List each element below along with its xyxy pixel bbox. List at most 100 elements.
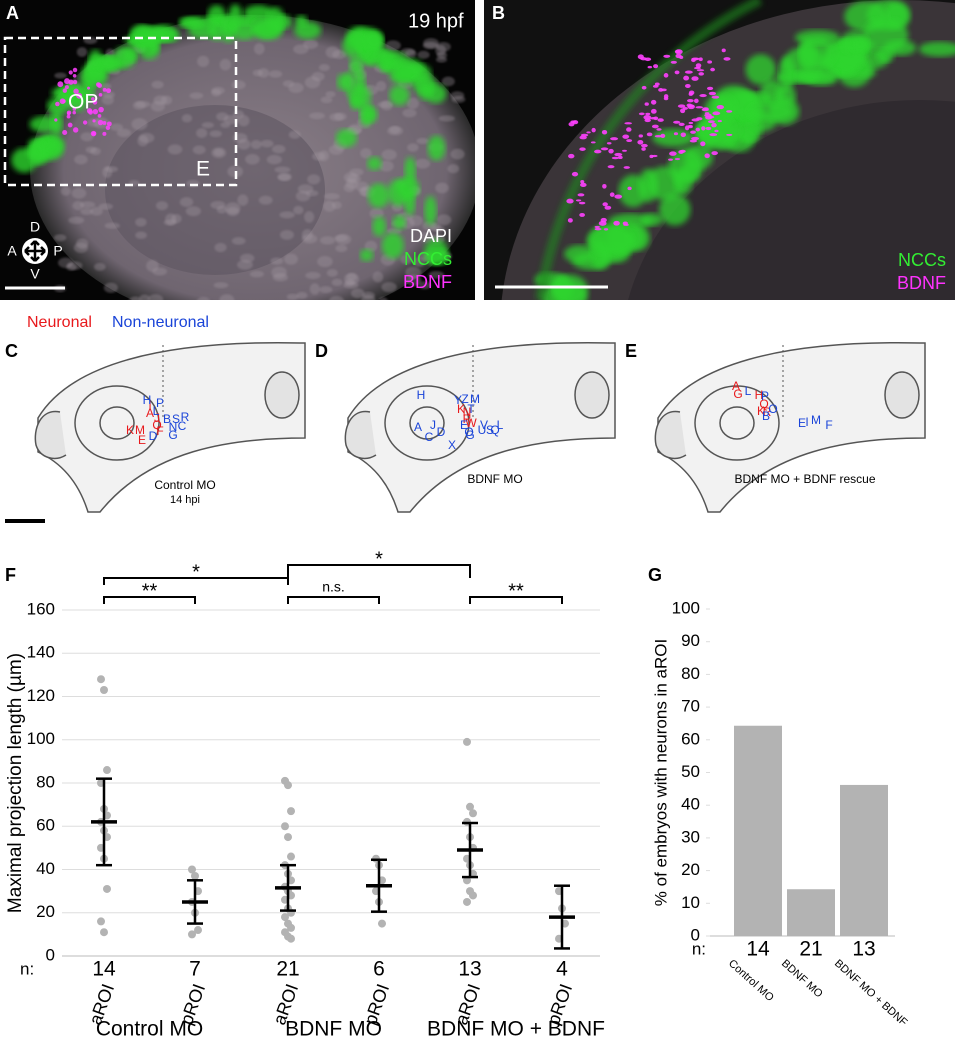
nucleus bbox=[237, 194, 249, 206]
data-point bbox=[284, 833, 292, 842]
channel-label: BDNF bbox=[403, 272, 452, 292]
nucleus bbox=[435, 56, 448, 63]
bdnf-signal bbox=[96, 82, 101, 87]
cell-label: M bbox=[811, 413, 821, 427]
bdnf-signal bbox=[698, 72, 705, 76]
ncc-signal bbox=[389, 85, 410, 106]
panel-label: B bbox=[492, 3, 505, 23]
cell-label: V bbox=[480, 418, 488, 432]
cell-label: J bbox=[154, 411, 160, 425]
y-tick-label: 60 bbox=[681, 729, 700, 748]
bdnf-signal bbox=[72, 110, 76, 115]
zoom-box bbox=[3, 36, 238, 187]
cell-label: K bbox=[757, 404, 765, 418]
channel-label: BDNF bbox=[897, 273, 946, 293]
nucleus bbox=[364, 240, 378, 252]
n-value: 14 bbox=[92, 958, 116, 981]
ncc-signal bbox=[122, 48, 139, 63]
cell-label: S bbox=[172, 412, 180, 426]
significance-bracket bbox=[469, 596, 563, 604]
nucleus bbox=[271, 144, 286, 154]
cell-label: F bbox=[825, 418, 832, 432]
cell-label: L bbox=[497, 418, 504, 432]
nucleus bbox=[128, 296, 142, 300]
bdnf-signal bbox=[704, 153, 710, 159]
nucleus bbox=[286, 293, 299, 300]
nucleus bbox=[344, 272, 360, 285]
nucleus bbox=[151, 80, 164, 89]
nucleus bbox=[335, 244, 348, 253]
bar bbox=[840, 784, 888, 936]
nucleus bbox=[76, 238, 89, 249]
nucleus bbox=[167, 144, 183, 155]
nucleus bbox=[329, 295, 344, 300]
significance-label: * bbox=[375, 548, 383, 570]
bdnf-signal bbox=[714, 129, 719, 133]
bdnf-signal bbox=[624, 122, 632, 125]
group-label: Control MO bbox=[96, 1018, 203, 1041]
nucleus bbox=[331, 278, 343, 287]
category-label: BDNF MO bbox=[779, 957, 825, 1000]
bdnf-signal bbox=[571, 171, 579, 177]
nucleus bbox=[250, 140, 262, 150]
bdnf-signal bbox=[695, 106, 704, 109]
nucleus bbox=[185, 206, 202, 217]
nucleus bbox=[139, 294, 150, 300]
bdnf-signal bbox=[647, 65, 653, 69]
data-point bbox=[378, 919, 386, 928]
nucleus bbox=[116, 128, 131, 138]
bdnf-signal bbox=[660, 133, 666, 138]
ncc-signal bbox=[851, 35, 869, 53]
nucleus bbox=[293, 205, 304, 215]
ncc-signal bbox=[80, 67, 107, 88]
y-tick-label: 0 bbox=[691, 925, 700, 944]
lobe-outline bbox=[344, 410, 377, 460]
cell-label: R bbox=[763, 405, 772, 419]
y-tick-label: 80 bbox=[681, 664, 700, 683]
condition-sublabel: 14 hpi bbox=[170, 494, 200, 506]
nucleus bbox=[305, 190, 319, 197]
otic-vesicle bbox=[264, 371, 300, 419]
nucleus bbox=[386, 228, 402, 235]
nucleus bbox=[381, 149, 397, 161]
bdnf-signal bbox=[591, 127, 596, 133]
nucleus bbox=[220, 121, 231, 128]
bdnf-signal bbox=[673, 132, 679, 136]
bdnf-signal bbox=[644, 118, 651, 123]
cell-label: D bbox=[149, 429, 158, 443]
bdnf-signal bbox=[610, 137, 619, 141]
ncc-signal bbox=[29, 140, 47, 166]
cell-label: P bbox=[156, 396, 164, 410]
category-label: BDNF MO + BDNF bbox=[832, 957, 909, 1028]
bdnf-signal bbox=[637, 54, 644, 60]
cell-label: L bbox=[745, 384, 752, 398]
bdnf-signal bbox=[600, 147, 609, 151]
bdnf-signal bbox=[674, 158, 681, 161]
nucleus bbox=[201, 122, 214, 129]
y-tick-label: 20 bbox=[36, 902, 55, 921]
bdnf-signal bbox=[87, 86, 91, 90]
bdnf-signal bbox=[689, 139, 698, 143]
nucleus bbox=[319, 286, 333, 294]
significance-bracket bbox=[287, 596, 380, 604]
nucleus bbox=[197, 55, 210, 68]
bdnf-signal bbox=[641, 147, 646, 151]
bdnf-signal bbox=[575, 199, 582, 202]
nucleus bbox=[450, 148, 465, 160]
data-point bbox=[103, 766, 111, 775]
bdnf-signal bbox=[594, 149, 602, 154]
head-outline bbox=[657, 342, 926, 513]
bdnf-signal bbox=[710, 67, 715, 72]
bdnf-signal bbox=[73, 88, 79, 95]
nucleus bbox=[312, 152, 326, 161]
bdnf-signal bbox=[679, 149, 686, 153]
bdnf-signal bbox=[708, 120, 715, 124]
nucleus bbox=[80, 208, 94, 215]
nucleus bbox=[211, 147, 227, 159]
bdnf-signal bbox=[688, 121, 694, 125]
lobe-outline bbox=[654, 410, 687, 460]
nucleus bbox=[225, 202, 241, 215]
nucleus bbox=[309, 112, 325, 120]
